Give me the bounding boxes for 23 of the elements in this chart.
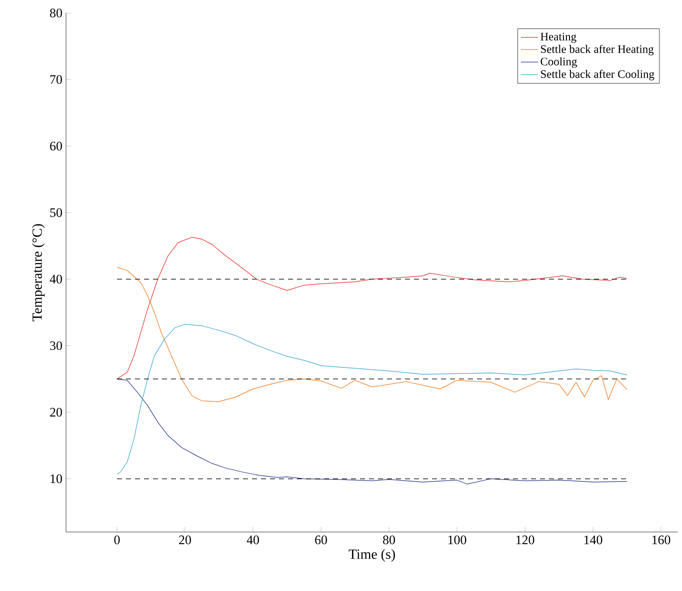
legend-label: Settle back after Heating — [541, 44, 654, 56]
x-tick-label: 60 — [315, 536, 327, 544]
x-tick-label: 80 — [383, 536, 395, 544]
y-axis-title: Temperature (°C) — [32, 224, 45, 322]
y-tick-label: 70 — [50, 75, 62, 84]
x-tick-label: 100 — [448, 536, 466, 544]
y-tick-label: 30 — [50, 341, 62, 350]
x-tick-label: 0 — [114, 536, 120, 544]
y-tick-label: 10 — [50, 474, 62, 484]
y-tick-label: 80 — [50, 8, 62, 18]
x-tick-label: 40 — [246, 536, 259, 544]
legend-label: Heating — [540, 32, 576, 43]
x-axis-title: Time (s) — [348, 549, 395, 562]
y-tick-label: 20 — [50, 408, 62, 417]
x-tick-label: 160 — [652, 536, 670, 544]
y-tick-label: 60 — [50, 142, 62, 150]
x-tick-label: 140 — [584, 536, 602, 544]
legend-label: Cooling — [540, 57, 577, 68]
legend-label: Settle back after Cooling — [541, 70, 654, 80]
x-tick-label: 120 — [516, 536, 534, 544]
x-tick-label: 20 — [179, 536, 191, 544]
y-tick-label: 50 — [50, 208, 62, 217]
y-tick-label: 40 — [50, 274, 62, 284]
